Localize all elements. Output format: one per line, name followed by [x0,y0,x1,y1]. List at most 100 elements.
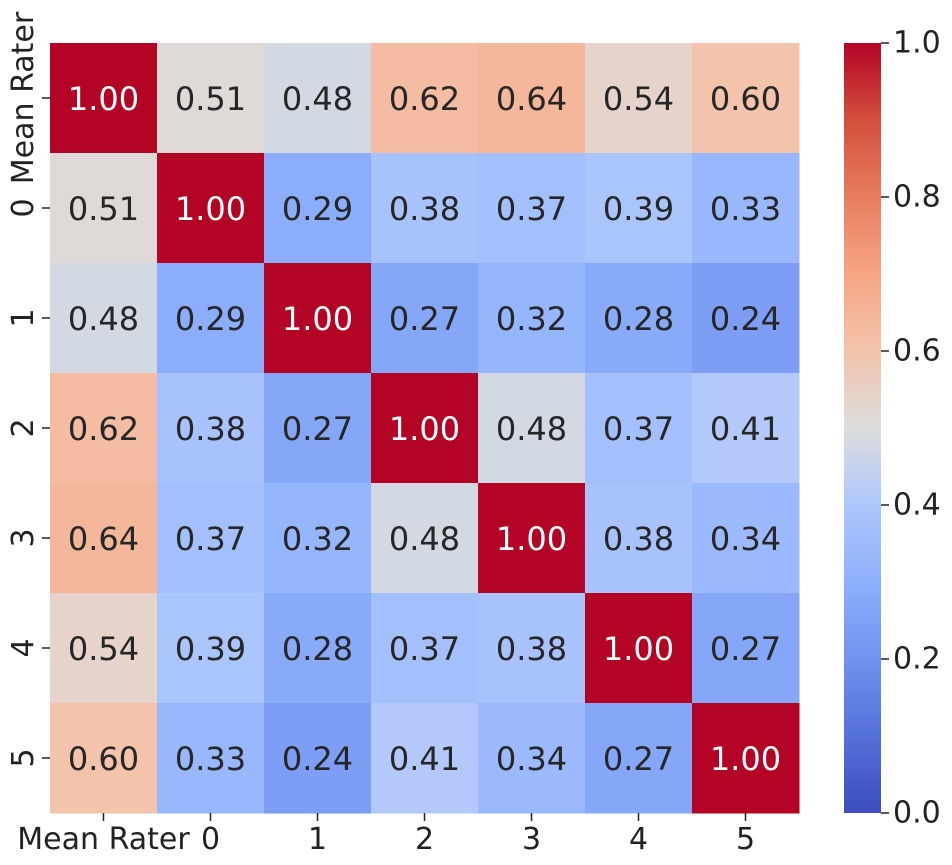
cell-value-label: 0.62 [389,80,460,118]
heatmap-cell [264,263,372,374]
heatmap-cell [478,43,586,154]
heatmap-cell [371,373,479,484]
heatmap-cell [157,373,265,484]
cell-value-label: 0.37 [496,190,567,228]
heatmap-cell [264,703,372,814]
cell-value-label: 0.54 [603,80,674,118]
heatmap-cell [264,373,372,484]
cell-value-label: 1.00 [175,190,246,228]
heatmap-cell [264,483,372,594]
cell-value-label: 0.37 [603,410,674,448]
heatmap-cell [50,703,158,814]
y-tick-label: 1 [6,308,41,327]
heatmap-cell [157,703,265,814]
cell-value-label: 0.27 [710,630,781,668]
heatmap-cell [371,703,479,814]
y-tick-label: 3 [6,528,41,547]
heatmap-cell [585,153,693,264]
cell-value-label: 0.48 [389,520,460,558]
colorbar-tick-label: 1.0 [893,26,941,61]
heatmap-cell [478,703,586,814]
cell-value-label: 0.27 [282,410,353,448]
cell-value-label: 0.51 [175,80,246,118]
cell-value-label: 0.60 [68,740,139,778]
heatmap-cell [478,373,586,484]
colorbar-tick-label: 0.6 [893,334,941,369]
heatmap-cell [585,703,693,814]
heatmap-cell [157,153,265,264]
heatmap-cell [264,593,372,704]
cell-value-label: 0.37 [389,630,460,668]
heatmap-cell [478,153,586,264]
heatmap-cell [371,483,479,594]
heatmap-cell [692,483,800,594]
heatmap-cell [371,593,479,704]
y-tick-label: 2 [6,418,41,437]
cell-value-label: 0.41 [710,410,781,448]
cell-value-label: 0.37 [175,520,246,558]
x-tick-label: 2 [415,822,434,857]
cell-value-label: 0.48 [496,410,567,448]
heatmap-cell [50,483,158,594]
heatmap-cell [50,43,158,154]
heatmap-cell-labels: 1.00 0.51 0.48 0.62 0.64 0.54 0.60 0.51 1.00 0.29… [68,80,781,778]
heatmap-cell [371,43,479,154]
cell-value-label: 0.48 [282,80,353,118]
heatmap-cells [50,43,800,814]
heatmap-cell [692,703,800,814]
heatmap-cell [692,153,800,264]
heatmap-cell [157,263,265,374]
heatmap-cell [478,263,586,374]
cell-value-label: 0.32 [496,300,567,338]
heatmap-cell [50,593,158,704]
heatmap-cell [50,153,158,264]
cell-value-label: 0.38 [175,410,246,448]
heatmap-cell [585,263,693,374]
heatmap-cell [371,153,479,264]
cell-value-label: 0.39 [175,630,246,668]
cell-value-label: 0.29 [175,300,246,338]
cell-value-label: 1.00 [389,410,460,448]
cell-value-label: 0.33 [175,740,246,778]
x-tick-label: 0 [201,822,220,857]
cell-value-label: 0.64 [68,520,139,558]
heatmap-cell [264,43,372,154]
colorbar-tick-label: 0.0 [893,796,941,831]
heatmap-cell [692,373,800,484]
cell-value-label: 0.34 [496,740,567,778]
colorbar-tick-label: 0.4 [893,488,941,523]
cell-value-label: 1.00 [496,520,567,558]
cell-value-label: 1.00 [603,630,674,668]
cell-value-label: 0.38 [389,190,460,228]
heatmap-cell [692,593,800,704]
x-tick-label: 1 [308,822,327,857]
heatmap-cell [478,483,586,594]
cell-value-label: 0.34 [710,520,781,558]
y-tick-label: 5 [6,748,41,767]
heatmap-cell [50,373,158,484]
heatmap-cell [585,593,693,704]
cell-value-label: 0.38 [603,520,674,558]
cell-value-label: 0.27 [389,300,460,338]
x-axis: Mean Rater 0 1 2 3 4 5 [17,813,755,857]
heatmap-cell [264,153,372,264]
x-tick-label: 3 [522,822,541,857]
heatmap-cell [157,483,265,594]
y-tick-label: 4 [6,638,41,657]
y-axis: Mean Rater 0 1 2 3 4 5 [6,11,50,768]
cell-value-label: 0.38 [496,630,567,668]
colorbar: 0.0 0.2 0.4 0.6 0.8 1.0 [844,26,941,831]
cell-value-label: 0.39 [603,190,674,228]
cell-value-label: 0.41 [389,740,460,778]
heatmap-cell [692,263,800,374]
cell-value-label: 0.32 [282,520,353,558]
heatmap-cell [371,263,479,374]
cell-value-label: 0.51 [68,190,139,228]
heatmap-cell [585,483,693,594]
cell-value-label: 0.33 [710,190,781,228]
x-tick-label: 4 [629,822,648,857]
cell-value-label: 1.00 [282,300,353,338]
cell-value-label: 0.60 [710,80,781,118]
x-tick-label: Mean Rater [17,822,190,857]
